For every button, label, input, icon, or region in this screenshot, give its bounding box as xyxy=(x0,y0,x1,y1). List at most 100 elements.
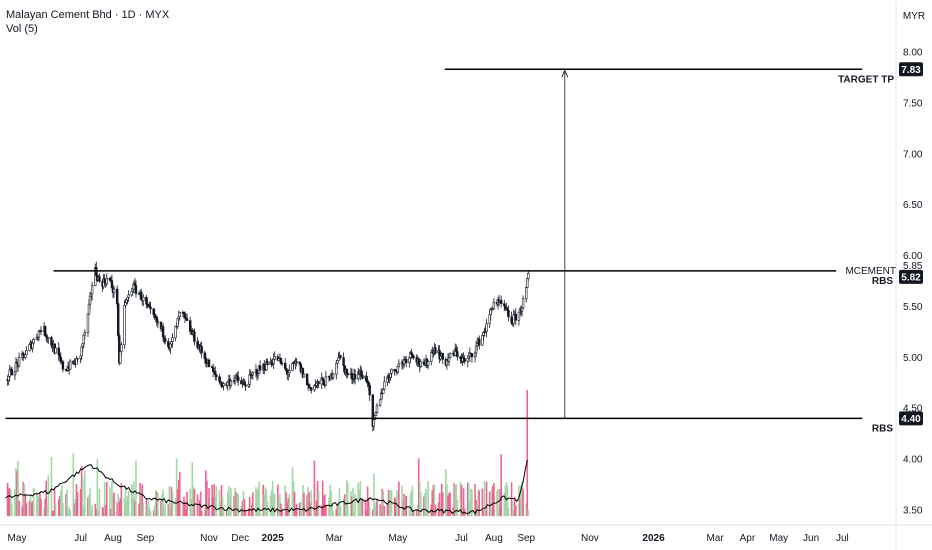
volume-bar xyxy=(60,490,62,517)
volume-bar xyxy=(57,499,60,517)
symbol-title[interactable]: Malayan Cement Bhd · 1D · MYX xyxy=(6,9,170,21)
x-tick-label: Jul xyxy=(74,533,87,544)
volume-bar xyxy=(88,495,90,517)
volume-bar xyxy=(427,481,429,517)
candle-body xyxy=(251,372,255,376)
candle-body xyxy=(170,341,173,345)
volume-bar xyxy=(130,484,133,517)
candle-body xyxy=(149,306,152,310)
candle-body xyxy=(481,335,484,346)
currency-label: MYR xyxy=(903,11,925,22)
volume-bar xyxy=(258,481,260,517)
volume-bar xyxy=(336,504,339,517)
candle-body xyxy=(211,367,215,372)
volume-bar xyxy=(178,472,181,517)
volume-bar xyxy=(252,492,254,517)
candle-body xyxy=(302,373,306,378)
volume-bar xyxy=(40,499,42,517)
volume-bar xyxy=(455,484,458,517)
volume-bar xyxy=(329,484,331,517)
candle-body xyxy=(405,359,408,364)
volume-bar xyxy=(398,481,400,517)
volume-indicator-label[interactable]: Vol (5) xyxy=(6,23,38,35)
volume-bar xyxy=(15,467,17,517)
candle-body xyxy=(456,351,459,358)
volume-bar xyxy=(190,499,193,517)
x-tick-label: Mar xyxy=(706,533,724,544)
candle-body xyxy=(266,361,269,366)
volume-bar xyxy=(9,490,12,517)
volume-bar xyxy=(164,504,166,517)
y-tick-label: 4.00 xyxy=(903,455,923,466)
candle-body xyxy=(419,361,423,367)
volume-bar xyxy=(262,484,265,517)
volume-bar xyxy=(454,485,457,517)
volume-bar xyxy=(409,493,412,517)
candle-body xyxy=(272,358,275,364)
candle-body xyxy=(28,344,31,351)
volume-bar xyxy=(208,487,210,517)
volume-bar xyxy=(119,498,122,517)
candle-body xyxy=(478,338,481,346)
volume-bar xyxy=(171,489,174,517)
volume-bar xyxy=(58,496,61,517)
volume-bar xyxy=(386,504,389,517)
volume-bar xyxy=(44,498,46,517)
candle-body xyxy=(139,291,143,300)
candle-body xyxy=(346,373,349,375)
volume-bar xyxy=(506,486,509,517)
volume-bar xyxy=(520,485,522,517)
candle-body xyxy=(174,325,177,339)
volume-bar xyxy=(248,497,251,517)
x-tick-label: Apr xyxy=(740,533,756,544)
candle-body xyxy=(492,301,496,310)
drawn-lines xyxy=(5,68,863,420)
volume-bar xyxy=(364,499,367,517)
volume-bar xyxy=(120,482,123,517)
time-axis[interactable]: May Jul Aug Sep Nov Dec 2025 Mar May Jul Aug Sep Nov… xyxy=(8,533,849,544)
y-tick-label: 5.00 xyxy=(903,353,923,364)
volume-bar xyxy=(75,483,78,517)
volume-bar xyxy=(149,510,152,517)
volume-bar xyxy=(132,497,134,517)
volume-bar xyxy=(393,497,396,517)
volume-bar xyxy=(197,507,200,517)
candle-body xyxy=(152,308,155,316)
volume-bar xyxy=(525,503,528,517)
price-axis[interactable]: MYR 8.00 7.50 7.00 6.50 6.00 5.50 5.00 4.50 4.00 3… xyxy=(899,11,925,517)
candle-body xyxy=(382,388,385,394)
volume-bar xyxy=(53,488,56,517)
volume-bar xyxy=(154,489,157,517)
volume-bar xyxy=(134,500,136,517)
volume-bar xyxy=(412,510,415,517)
volume-bar xyxy=(279,493,281,517)
volume-bar xyxy=(148,507,151,517)
volume-bar xyxy=(32,487,35,517)
candle-body xyxy=(176,318,179,327)
y-tick-label: 7.50 xyxy=(903,98,923,109)
volume-bar xyxy=(372,509,374,517)
volume-bar xyxy=(265,490,268,517)
volume-bar xyxy=(466,482,469,517)
x-tick-label: Jul xyxy=(836,533,849,544)
candle-body xyxy=(248,374,251,385)
candle-body xyxy=(473,352,477,358)
candle-body xyxy=(408,357,411,364)
volume-bar xyxy=(205,470,207,517)
y-tick-label: 6.50 xyxy=(903,200,923,211)
candle-body xyxy=(226,381,229,386)
volume-bar xyxy=(426,510,428,517)
candle-body xyxy=(374,412,378,416)
candle-body xyxy=(50,337,53,346)
volume-bar xyxy=(468,483,470,517)
volume-bar xyxy=(264,487,267,517)
volume-bar xyxy=(461,507,464,517)
volume-bar xyxy=(492,485,494,517)
volume-bar xyxy=(69,509,72,517)
candle-body xyxy=(131,288,135,292)
volume-bar xyxy=(272,493,275,517)
x-tick-label: Nov xyxy=(200,533,218,544)
volume-bar xyxy=(462,488,465,517)
candle-body xyxy=(142,296,145,302)
